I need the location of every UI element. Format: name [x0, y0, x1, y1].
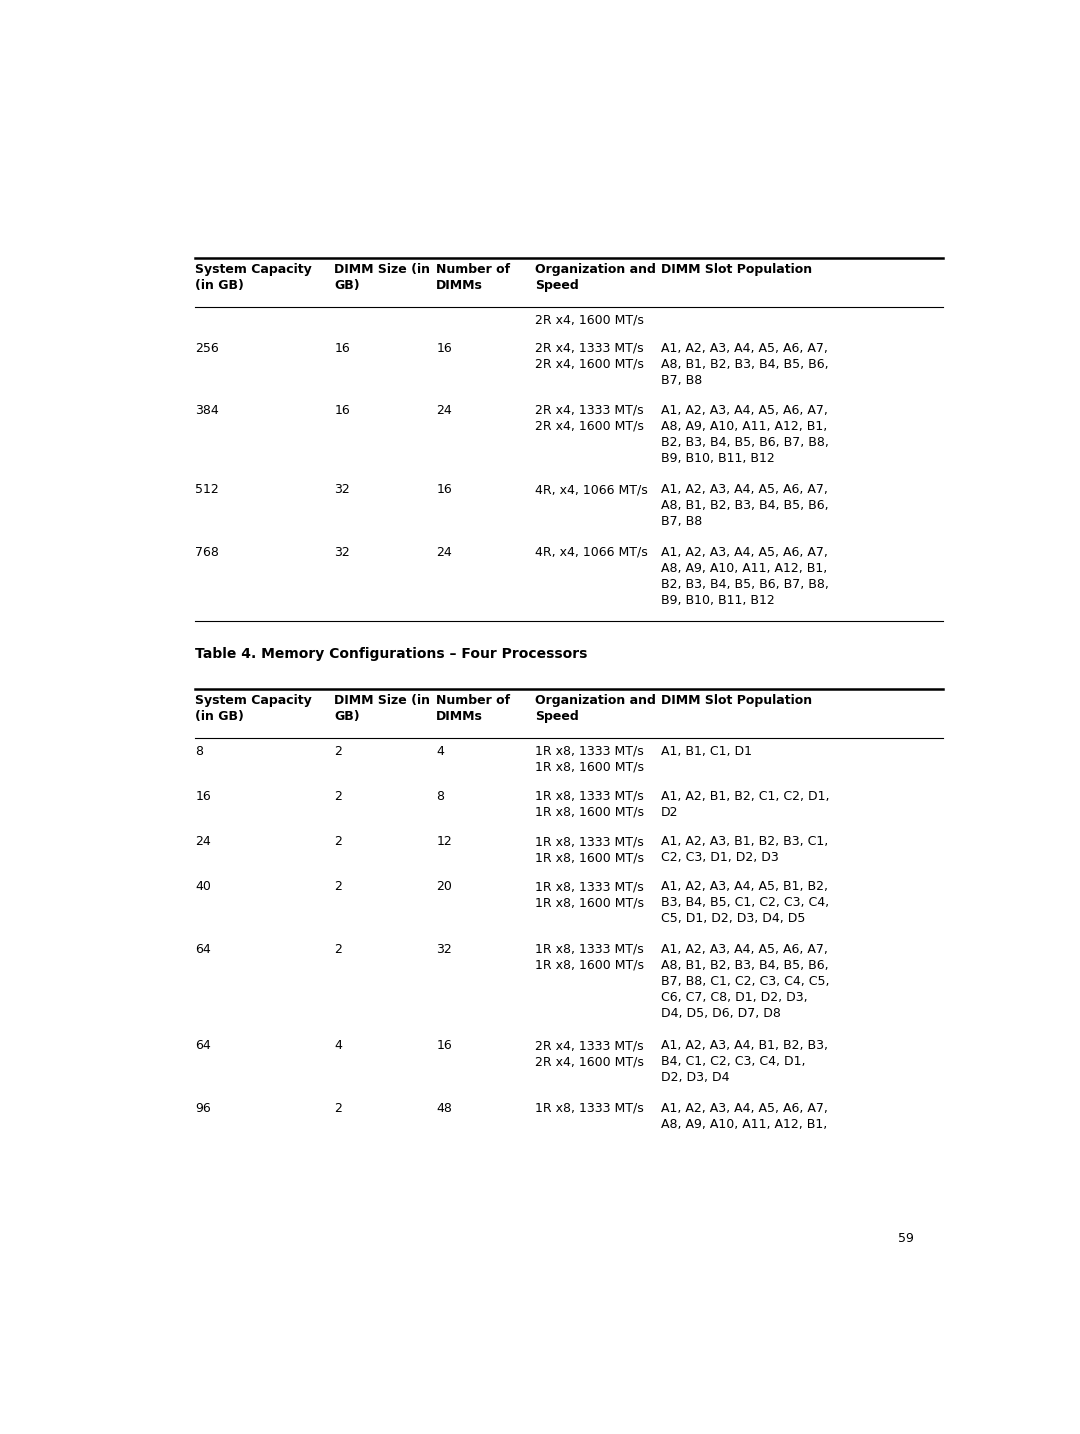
Text: 96: 96	[195, 1101, 211, 1114]
Text: 24: 24	[436, 546, 453, 559]
Text: 48: 48	[436, 1101, 453, 1114]
Text: A1, A2, A3, A4, A5, A6, A7,
A8, A9, A10, A11, A12, B1,
B2, B3, B4, B5, B6, B7, B: A1, A2, A3, A4, A5, A6, A7, A8, A9, A10,…	[661, 404, 828, 465]
Text: DIMM Size (in
GB): DIMM Size (in GB)	[334, 694, 430, 723]
Text: 1R x8, 1333 MT/s
1R x8, 1600 MT/s: 1R x8, 1333 MT/s 1R x8, 1600 MT/s	[535, 744, 644, 773]
Text: System Capacity
(in GB): System Capacity (in GB)	[195, 694, 312, 723]
Text: Organization and
Speed: Organization and Speed	[535, 694, 656, 723]
Text: A1, A2, A3, A4, A5, A6, A7,
A8, B1, B2, B3, B4, B5, B6,
B7, B8: A1, A2, A3, A4, A5, A6, A7, A8, B1, B2, …	[661, 341, 828, 387]
Text: A1, A2, B1, B2, C1, C2, D1,
D2: A1, A2, B1, B2, C1, C2, D1, D2	[661, 790, 829, 819]
Text: 4: 4	[334, 1040, 342, 1053]
Text: 64: 64	[195, 942, 211, 956]
Text: 20: 20	[436, 880, 453, 893]
Text: 2: 2	[334, 942, 342, 956]
Text: 2: 2	[334, 790, 342, 803]
Text: 1R x8, 1333 MT/s: 1R x8, 1333 MT/s	[535, 1101, 644, 1114]
Text: Organization and
Speed: Organization and Speed	[535, 262, 656, 291]
Text: 1R x8, 1333 MT/s
1R x8, 1600 MT/s: 1R x8, 1333 MT/s 1R x8, 1600 MT/s	[535, 790, 644, 819]
Text: 12: 12	[436, 835, 453, 847]
Text: 64: 64	[195, 1040, 211, 1053]
Text: 32: 32	[436, 942, 453, 956]
Text: 2: 2	[334, 1101, 342, 1114]
Text: 2: 2	[334, 744, 342, 757]
Text: 40: 40	[195, 880, 211, 893]
Text: DIMM Slot Population: DIMM Slot Population	[661, 262, 812, 275]
Text: 1R x8, 1333 MT/s
1R x8, 1600 MT/s: 1R x8, 1333 MT/s 1R x8, 1600 MT/s	[535, 835, 644, 865]
Text: 384: 384	[195, 404, 219, 417]
Text: 768: 768	[195, 546, 219, 559]
Text: 16: 16	[436, 341, 453, 354]
Text: 59: 59	[899, 1232, 914, 1245]
Text: 4: 4	[436, 744, 444, 757]
Text: 2R x4, 1333 MT/s
2R x4, 1600 MT/s: 2R x4, 1333 MT/s 2R x4, 1600 MT/s	[535, 404, 644, 433]
Text: A1, A2, A3, A4, A5, A6, A7,
A8, B1, B2, B3, B4, B5, B6,
B7, B8, C1, C2, C3, C4, : A1, A2, A3, A4, A5, A6, A7, A8, B1, B2, …	[661, 942, 829, 1020]
Text: 24: 24	[436, 404, 453, 417]
Text: A1, A2, A3, B1, B2, B3, C1,
C2, C3, D1, D2, D3: A1, A2, A3, B1, B2, B3, C1, C2, C3, D1, …	[661, 835, 828, 865]
Text: 32: 32	[334, 546, 350, 559]
Text: 16: 16	[195, 790, 211, 803]
Text: 2R x4, 1333 MT/s
2R x4, 1600 MT/s: 2R x4, 1333 MT/s 2R x4, 1600 MT/s	[535, 341, 644, 370]
Text: 2R x4, 1600 MT/s: 2R x4, 1600 MT/s	[535, 314, 644, 327]
Text: 8: 8	[195, 744, 203, 757]
Text: Number of
DIMMs: Number of DIMMs	[436, 262, 511, 291]
Text: A1, A2, A3, A4, A5, A6, A7,
A8, B1, B2, B3, B4, B5, B6,
B7, B8: A1, A2, A3, A4, A5, A6, A7, A8, B1, B2, …	[661, 483, 828, 529]
Text: Table 4. Memory Configurations – Four Processors: Table 4. Memory Configurations – Four Pr…	[195, 647, 588, 661]
Text: 1R x8, 1333 MT/s
1R x8, 1600 MT/s: 1R x8, 1333 MT/s 1R x8, 1600 MT/s	[535, 942, 644, 972]
Text: System Capacity
(in GB): System Capacity (in GB)	[195, 262, 312, 291]
Text: 2: 2	[334, 880, 342, 893]
Text: Number of
DIMMs: Number of DIMMs	[436, 694, 511, 723]
Text: 32: 32	[334, 483, 350, 496]
Text: A1, A2, A3, A4, A5, B1, B2,
B3, B4, B5, C1, C2, C3, C4,
C5, D1, D2, D3, D4, D5: A1, A2, A3, A4, A5, B1, B2, B3, B4, B5, …	[661, 880, 828, 925]
Text: 512: 512	[195, 483, 219, 496]
Text: 2: 2	[334, 835, 342, 847]
Text: DIMM Size (in
GB): DIMM Size (in GB)	[334, 262, 430, 291]
Text: 8: 8	[436, 790, 444, 803]
Text: 16: 16	[436, 1040, 453, 1053]
Text: A1, A2, A3, A4, A5, A6, A7,
A8, A9, A10, A11, A12, B1,
B2, B3, B4, B5, B6, B7, B: A1, A2, A3, A4, A5, A6, A7, A8, A9, A10,…	[661, 546, 828, 607]
Text: 1R x8, 1333 MT/s
1R x8, 1600 MT/s: 1R x8, 1333 MT/s 1R x8, 1600 MT/s	[535, 880, 644, 909]
Text: 24: 24	[195, 835, 211, 847]
Text: 16: 16	[334, 404, 350, 417]
Text: DIMM Slot Population: DIMM Slot Population	[661, 694, 812, 707]
Text: A1, A2, A3, A4, A5, A6, A7,
A8, A9, A10, A11, A12, B1,: A1, A2, A3, A4, A5, A6, A7, A8, A9, A10,…	[661, 1101, 827, 1131]
Text: 16: 16	[334, 341, 350, 354]
Text: A1, A2, A3, A4, B1, B2, B3,
B4, C1, C2, C3, C4, D1,
D2, D3, D4: A1, A2, A3, A4, B1, B2, B3, B4, C1, C2, …	[661, 1040, 827, 1084]
Text: 4R, x4, 1066 MT/s: 4R, x4, 1066 MT/s	[535, 483, 648, 496]
Text: 16: 16	[436, 483, 453, 496]
Text: 256: 256	[195, 341, 219, 354]
Text: 2R x4, 1333 MT/s
2R x4, 1600 MT/s: 2R x4, 1333 MT/s 2R x4, 1600 MT/s	[535, 1040, 644, 1068]
Text: 4R, x4, 1066 MT/s: 4R, x4, 1066 MT/s	[535, 546, 648, 559]
Text: A1, B1, C1, D1: A1, B1, C1, D1	[661, 744, 752, 757]
